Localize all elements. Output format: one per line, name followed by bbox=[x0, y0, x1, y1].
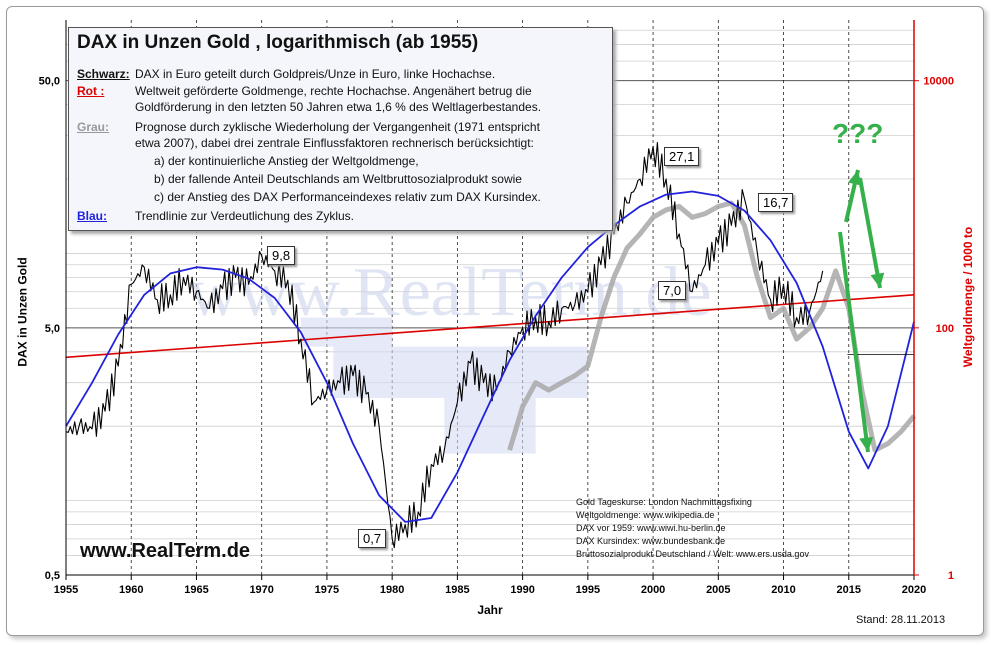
axes: 1955 1960 1965 1970 1975 1980 1985 1990 1995 2000… bbox=[39, 20, 954, 617]
site-url: www.RealTerm.de bbox=[80, 540, 251, 562]
legend-text-rot-1: Weltweit geförderte Goldmenge, rechte Ho… bbox=[135, 84, 532, 98]
legend-text-blau: Trendlinie zur Verdeutlichung des Zyklus… bbox=[135, 209, 354, 223]
stand-date: Stand: 28.11.2013 bbox=[856, 614, 946, 626]
x-tick-label: 1970 bbox=[249, 584, 273, 596]
watermark-text: www.RealTerm.de bbox=[188, 254, 711, 331]
x-tick-label: 2010 bbox=[771, 584, 795, 596]
question-marks: ??? bbox=[832, 118, 884, 149]
series-line-grau bbox=[507, 200, 916, 453]
callout-0-7: 0,7 bbox=[358, 529, 387, 548]
green-arrows bbox=[838, 169, 885, 453]
x-tick-label: 1975 bbox=[315, 584, 339, 596]
legend-key-rot: Rot : bbox=[77, 84, 105, 98]
legend-blau: Blau: Trendlinie zur Verdeutlichung des … bbox=[77, 208, 354, 224]
legend-rot: Rot : Weltweit geförderte Goldmenge, rec… bbox=[77, 83, 532, 99]
y-left-tick-label: 5,0 bbox=[45, 323, 60, 335]
series-line-schwarz bbox=[65, 141, 824, 549]
sources-block: Gold Tageskurse: London Nachmittagsfixin… bbox=[576, 496, 809, 561]
arrow-down-short bbox=[858, 177, 882, 289]
x-tick-label: 1980 bbox=[380, 584, 404, 596]
legend-key-schwarz: Schwarz: bbox=[77, 67, 130, 81]
legend-schwarz: Schwarz: DAX in Euro geteilt durch Goldp… bbox=[77, 66, 495, 82]
y-right-tick-label: 10000 bbox=[923, 76, 954, 88]
callout-9-8: 9,8 bbox=[267, 246, 296, 265]
legend-text-grau-c: c) der Anstieg des DAX Performanceindexe… bbox=[154, 190, 541, 204]
callout-27-1: 27,1 bbox=[664, 147, 700, 166]
x-tick-label: 2015 bbox=[837, 584, 861, 596]
source-line: DAX Kursindex: www.bundesbank.de bbox=[576, 536, 726, 546]
y-left-label: DAX in Unzen Gold bbox=[15, 257, 30, 367]
arrow-up-head bbox=[847, 170, 862, 186]
legend-text-schwarz: DAX in Euro geteilt durch Goldpreis/Unze… bbox=[135, 67, 496, 81]
x-tick-label: 2005 bbox=[706, 584, 730, 596]
chart-title: DAX in Unzen Gold , logarithmisch (ab 19… bbox=[77, 32, 479, 53]
y-right-tick-label: 100 bbox=[936, 323, 954, 335]
legend-text-rot-2: Goldförderung in den letzten 50 Jahren e… bbox=[135, 100, 542, 114]
source-line: DAX vor 1959: www.wiwi.hu-berlin.de bbox=[576, 523, 726, 533]
y-left-tick-label: 0,5 bbox=[45, 570, 60, 582]
arrow-down-long-head bbox=[859, 436, 874, 452]
callout-16-7: 16,7 bbox=[758, 193, 794, 212]
shaded-band bbox=[300, 317, 393, 347]
callout-7-0: 7,0 bbox=[658, 281, 687, 300]
y-right-tick-label: 1 bbox=[948, 570, 954, 582]
x-tick-label: 1995 bbox=[576, 584, 600, 596]
legend-text-grau-b: b) der fallende Anteil Deutschlands am W… bbox=[154, 172, 522, 186]
series-line-blau bbox=[65, 190, 915, 523]
y-left-tick-label: 50,0 bbox=[39, 76, 60, 88]
x-axis-label: Jahr bbox=[477, 603, 503, 617]
x-tick-label: 2020 bbox=[902, 584, 926, 596]
legend-text-grau-1: Prognose durch zyklische Wiederholung de… bbox=[135, 120, 540, 134]
source-line: Bruttosozialprodukt Deutschland / Welt: … bbox=[576, 549, 809, 559]
y-right-label: Weltgoldmenge / 1000 to bbox=[961, 226, 976, 368]
x-tick-label: 1965 bbox=[184, 584, 208, 596]
x-tick-label: 2000 bbox=[641, 584, 665, 596]
x-tick-label: 1955 bbox=[54, 584, 78, 596]
x-tick-label: 1960 bbox=[119, 584, 143, 596]
series-layer bbox=[65, 141, 916, 549]
x-tick-label: 1985 bbox=[445, 584, 469, 596]
x-tick-label: 1990 bbox=[510, 584, 534, 596]
source-line: Gold Tageskurse: London Nachmittagsfixin… bbox=[576, 497, 752, 507]
legend-key-blau: Blau: bbox=[77, 209, 107, 223]
legend-grau: Grau: Prognose durch zyklische Wiederhol… bbox=[77, 119, 540, 135]
legend-text-grau-a: a) der kontinuierliche Anstieg der Weltg… bbox=[154, 154, 419, 168]
arrow-down-long bbox=[838, 231, 870, 453]
legend-box: DAX in Unzen Gold , logarithmisch (ab 19… bbox=[68, 27, 613, 231]
legend-text-grau-2: etwa 2007), dabei drei zentrale Einfluss… bbox=[135, 136, 534, 150]
arrow-down-short-head bbox=[870, 272, 885, 288]
source-line: Weltgoldmenge: www.wikipedia.de bbox=[576, 510, 715, 520]
legend-key-grau: Grau: bbox=[77, 120, 110, 134]
